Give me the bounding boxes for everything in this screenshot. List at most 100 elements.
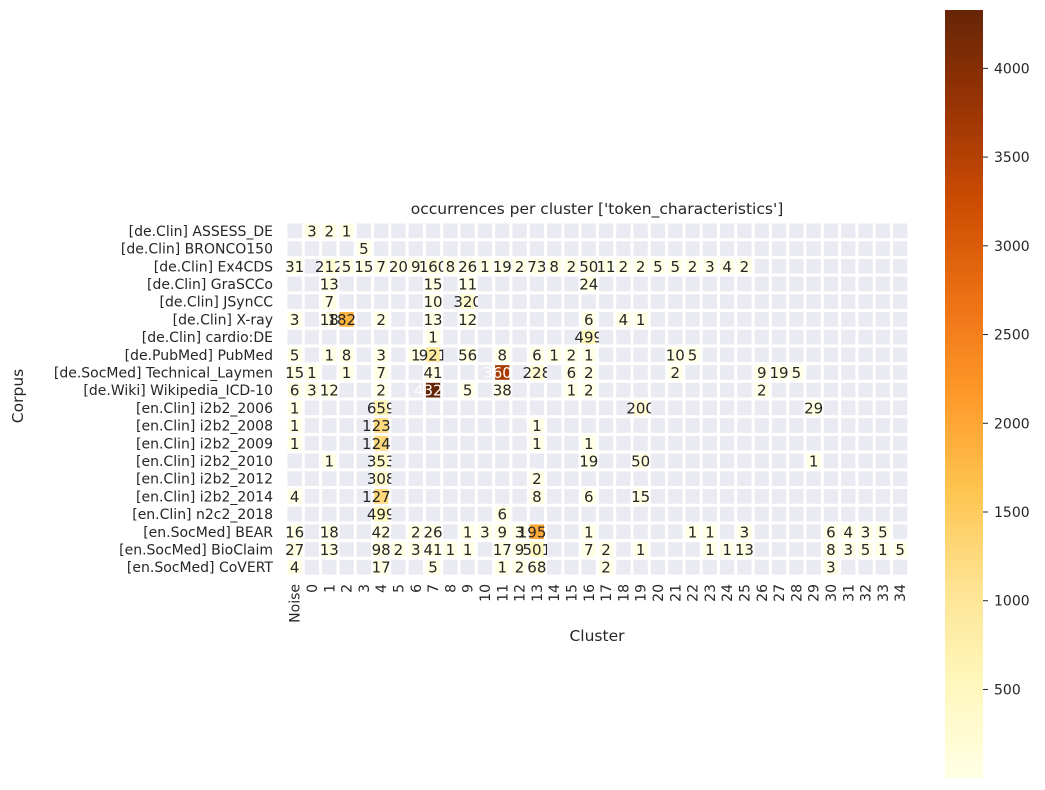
heatmap-cell: [529, 312, 544, 327]
heatmap-cell: [702, 435, 717, 451]
x-tick-label: Noise: [288, 584, 304, 623]
heatmap-cell: [875, 506, 890, 522]
heatmap-cell: [425, 294, 441, 309]
heatmap-cell: [858, 489, 873, 504]
heatmap-cell: [841, 542, 856, 557]
heatmap-cell: [547, 312, 562, 327]
heatmap-cell: [374, 453, 389, 469]
heatmap-cell: [339, 506, 354, 522]
heatmap-cell: [720, 223, 735, 239]
heatmap-cell: [477, 294, 493, 309]
x-tick-label: 17: [599, 584, 615, 602]
cell-value-label: 38: [493, 382, 512, 400]
heatmap-cell: [495, 506, 510, 522]
cell-value-label: 1: [463, 541, 473, 559]
cell-value-label: 2: [757, 382, 767, 400]
cell-value-label: 2: [515, 258, 525, 276]
heatmap-cell: [875, 435, 890, 451]
heatmap-cell: [477, 506, 493, 522]
heatmap-cell: [737, 312, 752, 327]
heatmap-cell: [477, 435, 493, 451]
x-axis-label: Cluster: [569, 627, 625, 645]
cell-value-label: 7: [376, 258, 386, 276]
y-tick-label: [de.PubMed] PubMed: [125, 348, 273, 364]
heatmap-cell: [875, 524, 890, 540]
heatmap-cell: [806, 524, 821, 540]
cell-value-label: 8: [446, 258, 456, 276]
heatmap-cell: [702, 276, 717, 292]
heatmap-cell: [737, 258, 752, 274]
heatmap-cell: [668, 294, 683, 309]
cell-value-label: 15: [631, 488, 650, 506]
heatmap-cell: [547, 258, 562, 274]
heatmap-cell: [529, 258, 544, 274]
heatmap-cell: [789, 312, 804, 327]
heatmap-cell: [374, 276, 389, 292]
heatmap-cell: [304, 453, 320, 469]
heatmap-cell: [737, 453, 752, 469]
heatmap-cell: [598, 471, 614, 486]
heatmap-cell: [737, 329, 752, 345]
heatmap-cell: [789, 435, 804, 451]
heatmap-cell: [356, 223, 371, 239]
heatmap-cell: [616, 418, 631, 433]
cell-value-label: 1: [480, 258, 490, 276]
cell-value-label: 12: [320, 382, 339, 400]
heatmap-cell: [702, 453, 717, 469]
heatmap-cell: [495, 489, 510, 504]
heatmap-cell: [633, 524, 648, 540]
heatmap-cell: [512, 524, 527, 540]
heatmap-cell: [425, 258, 441, 274]
heatmap-cell: [650, 489, 666, 504]
heatmap-cell: [841, 223, 856, 239]
cell-value-label: 2: [584, 364, 594, 382]
heatmap-cell: [425, 241, 441, 256]
heatmap-cell: [477, 312, 493, 327]
heatmap-cell: [443, 294, 458, 309]
heatmap-cell: [650, 347, 666, 363]
heatmap-cell: [754, 276, 769, 292]
x-tick-label: 7: [426, 584, 442, 593]
heatmap-cell: [806, 542, 821, 557]
heatmap-cell: [356, 241, 371, 256]
cell-value-label: 50: [631, 452, 650, 470]
heatmap-cell: [425, 506, 441, 522]
cell-value-label: 2: [567, 346, 577, 364]
heatmap-cell: [477, 258, 493, 274]
heatmap-cell: [875, 347, 890, 363]
cell-value-label: 4: [290, 559, 300, 577]
cell-value-label: 1235: [362, 417, 400, 435]
cell-value-label: 42: [372, 523, 391, 541]
heatmap-cell: [823, 489, 839, 504]
heatmap-cell: [356, 471, 371, 486]
heatmap-cell: [425, 418, 441, 433]
cell-value-label: 320: [453, 293, 482, 311]
cell-value-label: 3: [826, 559, 836, 577]
heatmap-cell: [754, 542, 769, 557]
heatmap-cell: [564, 400, 579, 416]
heatmap-cell: [702, 258, 717, 274]
heatmap-cell: [633, 471, 648, 486]
cell-value-label: 1: [411, 346, 421, 364]
heatmap-cell: [685, 312, 700, 327]
x-tick-label: 31: [841, 584, 857, 602]
cell-value-label: 4329: [414, 382, 452, 400]
y-tick-label: [en.Clin] i2b2_2009: [136, 436, 273, 452]
heatmap-cell: [771, 258, 787, 274]
heatmap-cell: [443, 329, 458, 345]
heatmap-cell: [598, 258, 614, 274]
x-tick-label: 12: [513, 584, 529, 602]
heatmap-cell: [650, 471, 666, 486]
heatmap-cell: [616, 276, 631, 292]
cell-value-label: 499: [367, 506, 396, 524]
heatmap-cell: [374, 294, 389, 309]
heatmap-cell: [374, 241, 389, 256]
heatmap-cell: [633, 542, 648, 557]
heatmap-cell: [443, 312, 458, 327]
y-tick-label: [en.SocMed] BioClaim: [119, 542, 273, 558]
cell-value-label: 9: [411, 258, 421, 276]
y-tick-label: [en.Clin] n2c2_2018: [132, 507, 273, 523]
heatmap-cell: [789, 382, 804, 398]
heatmap-cell: [287, 312, 302, 327]
cell-value-label: 501: [523, 541, 552, 559]
